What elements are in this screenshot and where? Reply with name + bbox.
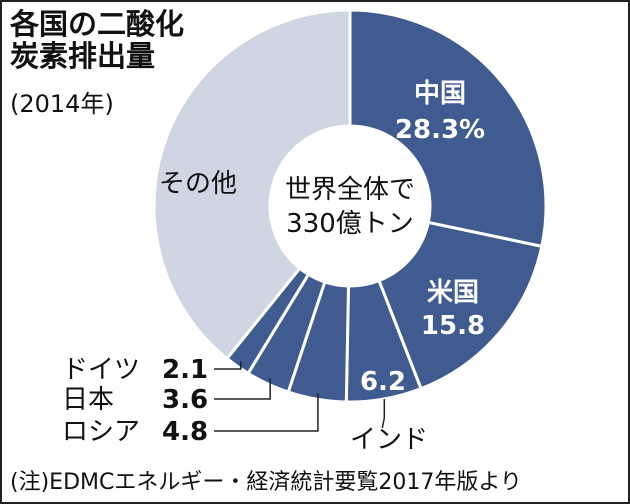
slice-value-usa: 15.8 (421, 311, 485, 341)
leader-lines-group (214, 361, 386, 432)
slice-value-germany: 2.1 (162, 355, 208, 385)
slice-label-other: その他 (159, 169, 237, 199)
slices-group (152, 8, 548, 404)
slice-value-japan: 3.6 (162, 385, 208, 415)
slice-value-russia: 4.8 (162, 417, 208, 447)
leader-line-germany (214, 361, 242, 370)
slice-label-germany: ドイツ (62, 355, 140, 385)
title-line-2: 炭素排出量 (10, 39, 156, 73)
leader-line-russia (214, 393, 319, 432)
slice-label-china: 中国 (414, 79, 466, 109)
leader-line-japan (214, 378, 271, 400)
chart-subtitle: (2014年) (10, 90, 114, 118)
center-label-line-2: 330億トン (286, 209, 414, 239)
donut-hole (270, 126, 430, 286)
slice-label-usa: 米国 (427, 278, 479, 308)
title-line-1: 各国の二酸化 (10, 7, 185, 41)
source-footnote: (注)EDMCエネルギー・経済統計要覧2017年版より (10, 470, 522, 495)
slice-label-japan: 日本 (62, 385, 114, 415)
slice-value-china: 28.3% (395, 115, 485, 145)
slice-value-india: 6.2 (360, 367, 406, 397)
leader-line-india (381, 398, 386, 429)
center-label-line-1: 世界全体で (285, 175, 415, 205)
chart-title: 各国の二酸化 炭素排出量 (10, 8, 184, 72)
slice-label-india: インド (350, 425, 428, 455)
slice-label-russia: ロシア (62, 417, 140, 447)
